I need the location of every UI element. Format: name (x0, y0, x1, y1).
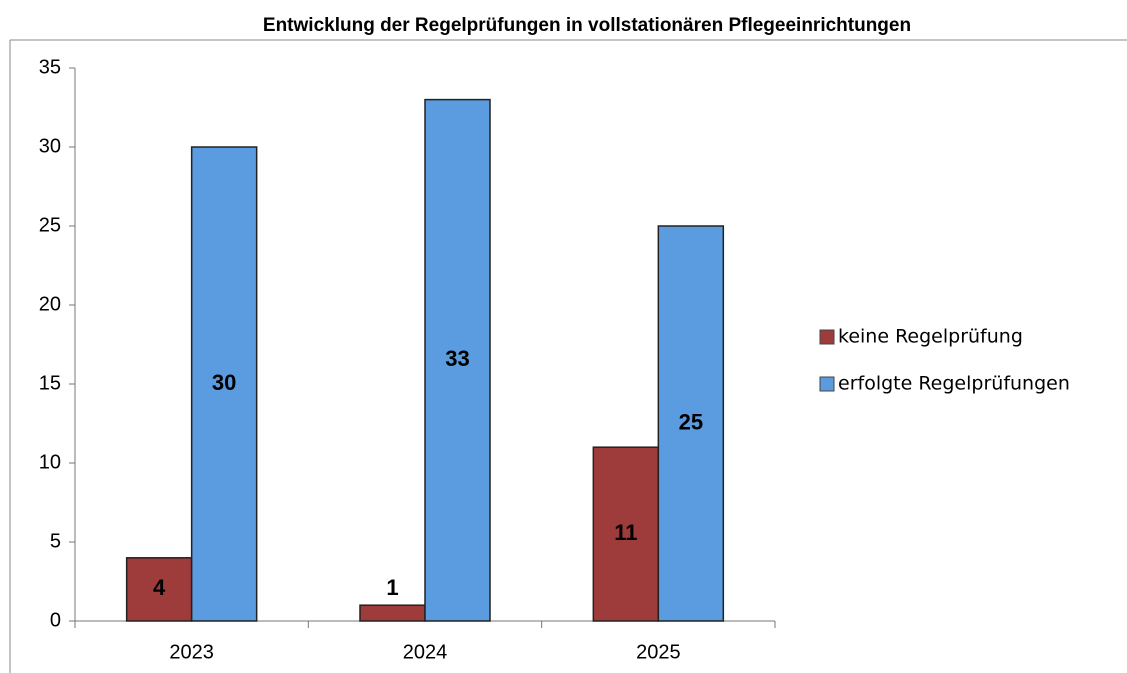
legend-swatch (819, 329, 835, 345)
data-label: 33 (445, 346, 469, 371)
bar (125, 557, 193, 622)
y-tick-label: 5 (50, 530, 61, 552)
y-tick-label: 10 (39, 451, 61, 473)
data-label: 25 (679, 409, 703, 434)
data-label: 4 (153, 575, 166, 600)
x-tick-label: 2024 (403, 641, 448, 663)
bar (657, 225, 725, 622)
y-tick-label: 20 (39, 293, 61, 315)
bar (592, 446, 660, 622)
y-tick-label: 15 (39, 372, 61, 394)
data-label: 1 (386, 575, 398, 600)
legend-label: erfolgte Regelprüfungen (838, 373, 1070, 395)
bar (424, 98, 491, 622)
bar (190, 146, 258, 622)
legend-swatch (819, 376, 835, 392)
legend-label: keine Regelprüfung (838, 326, 1023, 348)
chart-title: Entwicklung der Regelprüfungen in vollst… (263, 15, 911, 36)
y-tick-label: 25 (39, 214, 61, 236)
bar (359, 604, 426, 622)
x-tick-label: 2025 (636, 641, 681, 663)
y-tick-label: 30 (39, 135, 61, 157)
y-tick-label: 35 (39, 56, 61, 78)
data-label: 11 (614, 520, 637, 545)
y-tick-label: 0 (50, 609, 61, 631)
data-label: 30 (212, 370, 236, 395)
x-tick-label: 2023 (169, 641, 214, 663)
